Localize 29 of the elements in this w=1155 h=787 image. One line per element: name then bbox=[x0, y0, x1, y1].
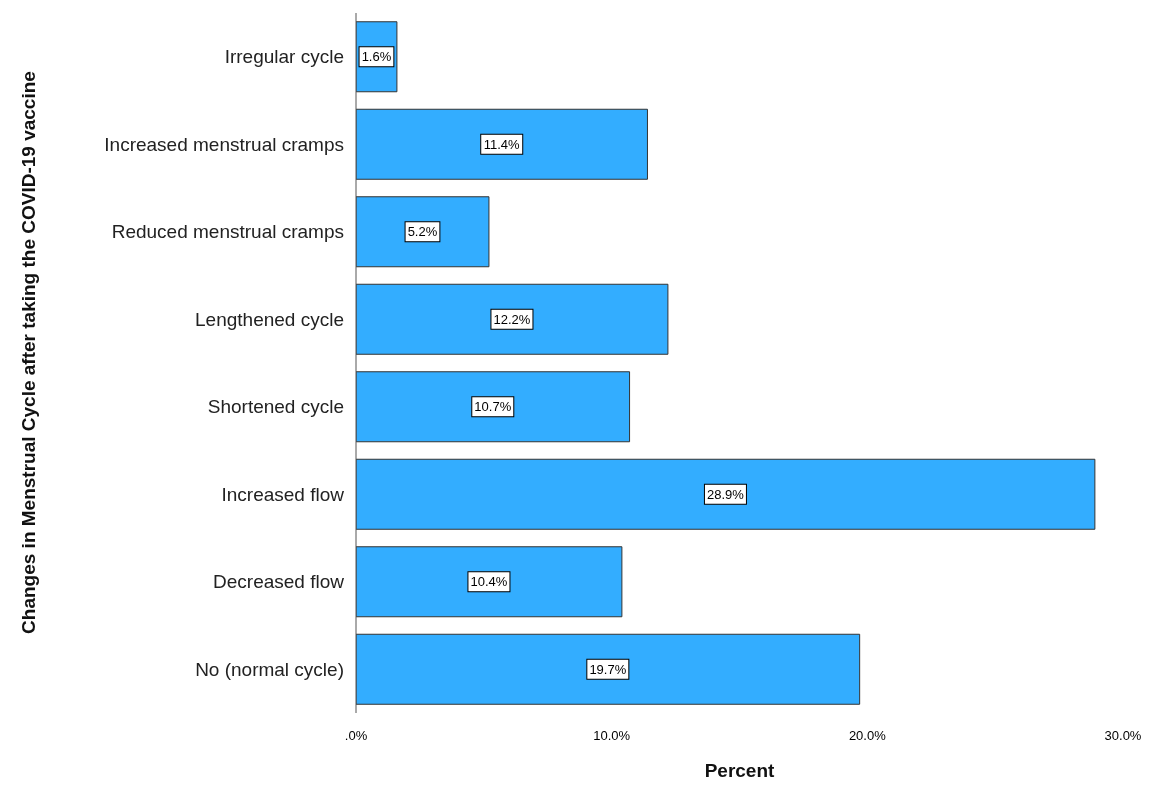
x-tick-label: 30.0% bbox=[1104, 728, 1142, 744]
x-tick-label: 10.0% bbox=[593, 728, 631, 744]
y-tick-label: Decreased flow bbox=[213, 571, 345, 593]
bar bbox=[356, 546, 623, 618]
bar bbox=[356, 371, 631, 443]
bar bbox=[356, 108, 648, 180]
bar bbox=[356, 283, 669, 355]
x-tick-label: 20.0% bbox=[848, 728, 887, 744]
data-label: 12.2% bbox=[493, 311, 531, 327]
y-tick-label: No (normal cycle) bbox=[195, 658, 344, 680]
data-label: 1.6% bbox=[361, 49, 392, 65]
data-label: 11.4% bbox=[483, 136, 521, 152]
y-axis-title: Changes in Menstrual Cycle after taking the COVID-19 vaccine bbox=[17, 71, 39, 634]
y-tick-label: Increased menstrual cramps bbox=[104, 133, 344, 155]
y-tick-label: Shortened cycle bbox=[207, 396, 344, 418]
data-label: 10.4% bbox=[470, 574, 508, 590]
x-axis-title: Percent bbox=[703, 760, 776, 782]
data-label: 19.7% bbox=[589, 661, 627, 677]
bar bbox=[356, 633, 861, 705]
y-tick-label: Irregular cycle bbox=[224, 46, 344, 68]
bar bbox=[356, 196, 490, 268]
data-label: 10.7% bbox=[474, 399, 512, 415]
y-tick-label: Reduced menstrual cramps bbox=[111, 221, 344, 243]
y-tick-label: Increased flow bbox=[221, 483, 345, 505]
data-label: 28.9% bbox=[707, 486, 745, 502]
y-tick-label: Lengthened cycle bbox=[195, 308, 344, 330]
x-tick-label: .0% bbox=[344, 728, 368, 744]
bar bbox=[356, 458, 1096, 530]
data-label: 5.2% bbox=[407, 224, 438, 240]
